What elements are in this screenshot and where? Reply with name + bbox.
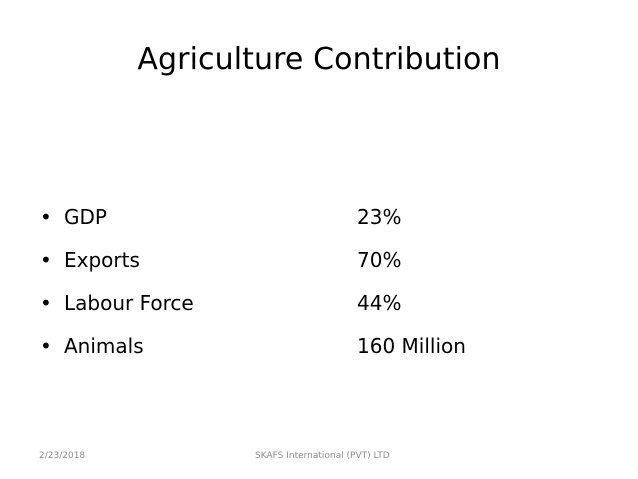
item-label: Labour Force	[64, 291, 194, 315]
bullet-icon: •	[40, 291, 52, 315]
item-label: GDP	[64, 205, 107, 229]
footer-company: SKAFS International (PVT) LTD	[255, 451, 390, 461]
bullet-icon: •	[40, 248, 52, 272]
list-item-labour-force: • Labour Force 44%	[0, 282, 638, 325]
list-item-exports: • Exports 70%	[0, 239, 638, 282]
item-label: Exports	[64, 248, 140, 272]
item-value: 44%	[357, 291, 402, 315]
list-item-animals: • Animals 160 Million	[0, 325, 638, 368]
item-value: 70%	[357, 248, 402, 272]
footer-date: 2/23/2018	[39, 451, 86, 461]
item-value: 160 Million	[357, 334, 466, 358]
slide-title: Agriculture Contribution	[137, 42, 501, 77]
bullet-icon: •	[40, 205, 52, 229]
bullet-list: • GDP 23% • Exports 70% • Labour Force 4…	[0, 196, 638, 368]
item-label: Animals	[64, 334, 144, 358]
item-value: 23%	[357, 205, 402, 229]
list-item-gdp: • GDP 23%	[0, 196, 638, 239]
bullet-icon: •	[40, 334, 52, 358]
